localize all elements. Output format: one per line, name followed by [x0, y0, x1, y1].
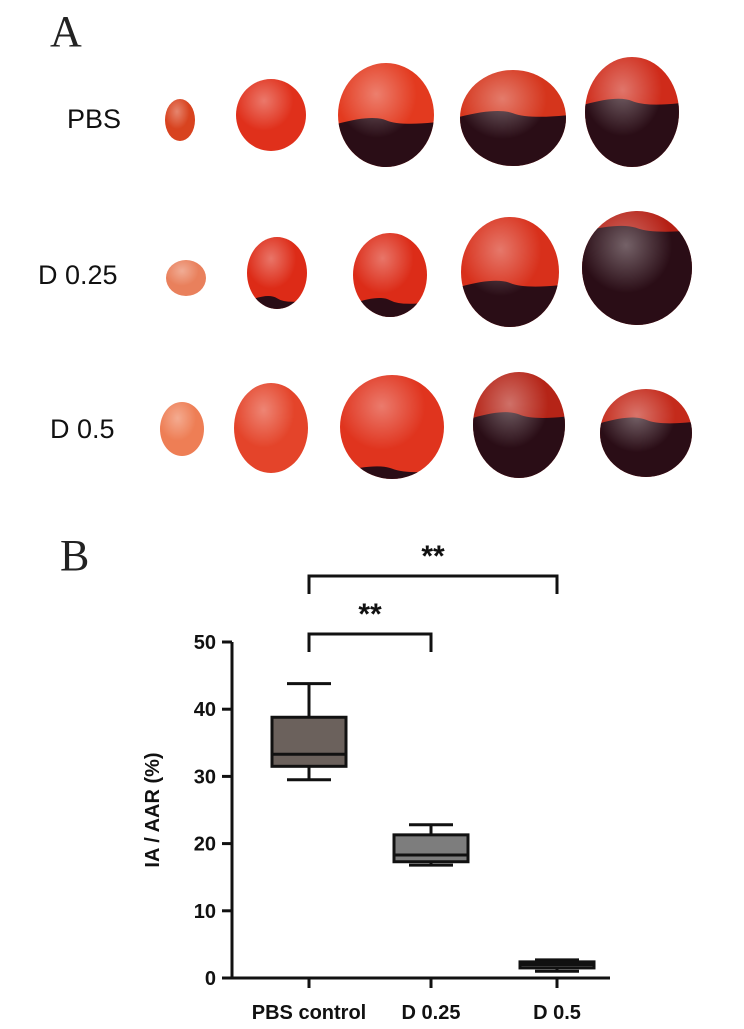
heart-slice [160, 402, 204, 456]
significance-bracket: ** [307, 598, 433, 652]
slice-highlight [353, 233, 427, 317]
significance-line [307, 632, 433, 652]
slice-highlight [460, 70, 566, 166]
row-label-d05: D 0.5 [50, 414, 115, 444]
row-label-pbs: PBS [67, 104, 122, 134]
box-1 [392, 823, 470, 867]
heart-slice [236, 79, 306, 151]
slice-highlight [160, 402, 204, 456]
y-tick-label: 0 [205, 968, 216, 990]
y-tick-label: 50 [194, 632, 216, 654]
slice-highlight [166, 260, 206, 296]
box-iqr [392, 833, 470, 864]
significance-label: ** [358, 598, 382, 631]
y-tick-label: 30 [194, 766, 216, 788]
significance-label: ** [421, 540, 445, 573]
significance-line [307, 574, 559, 594]
slice-highlight [600, 389, 692, 477]
heart-slice [461, 217, 559, 327]
heart-slice [600, 389, 692, 477]
slice-highlight [234, 383, 308, 473]
box-2 [518, 958, 596, 973]
box-iqr [270, 715, 348, 768]
slice-highlight [165, 99, 195, 141]
heart-slice [166, 260, 206, 296]
panel-b-letter: B [60, 531, 90, 580]
significance-bracket: ** [307, 540, 559, 594]
heart-slice [338, 63, 434, 167]
y-axis-title: IA / AAR (%) [142, 752, 164, 867]
heart-slice [340, 375, 444, 479]
heart-slice [165, 99, 195, 141]
y-tick-label: 40 [194, 699, 216, 721]
panel-a-letter: A [50, 7, 82, 56]
x-tick-label: D 0.5 [533, 1002, 581, 1024]
slice-highlight [461, 217, 559, 327]
heart-slice [473, 372, 565, 478]
slice-highlight [582, 211, 692, 325]
heart-slice [582, 211, 692, 325]
heart-slice [234, 383, 308, 473]
slice-highlight [247, 237, 307, 309]
slice-highlight [340, 375, 444, 479]
heart-slice [247, 237, 307, 309]
heart-slices-photo [160, 57, 692, 479]
y-tick-label: 20 [194, 834, 216, 856]
slice-highlight [473, 372, 565, 478]
box-0 [270, 682, 348, 782]
x-tick-label: PBS control [252, 1002, 366, 1024]
slice-highlight [585, 57, 679, 167]
y-tick-label: 10 [194, 901, 216, 923]
x-tick-label: D 0.25 [402, 1002, 461, 1024]
heart-slice [585, 57, 679, 167]
slice-highlight [338, 63, 434, 167]
row-label-d025: D 0.25 [38, 260, 118, 290]
slice-highlight [236, 79, 306, 151]
heart-slice [460, 70, 566, 166]
